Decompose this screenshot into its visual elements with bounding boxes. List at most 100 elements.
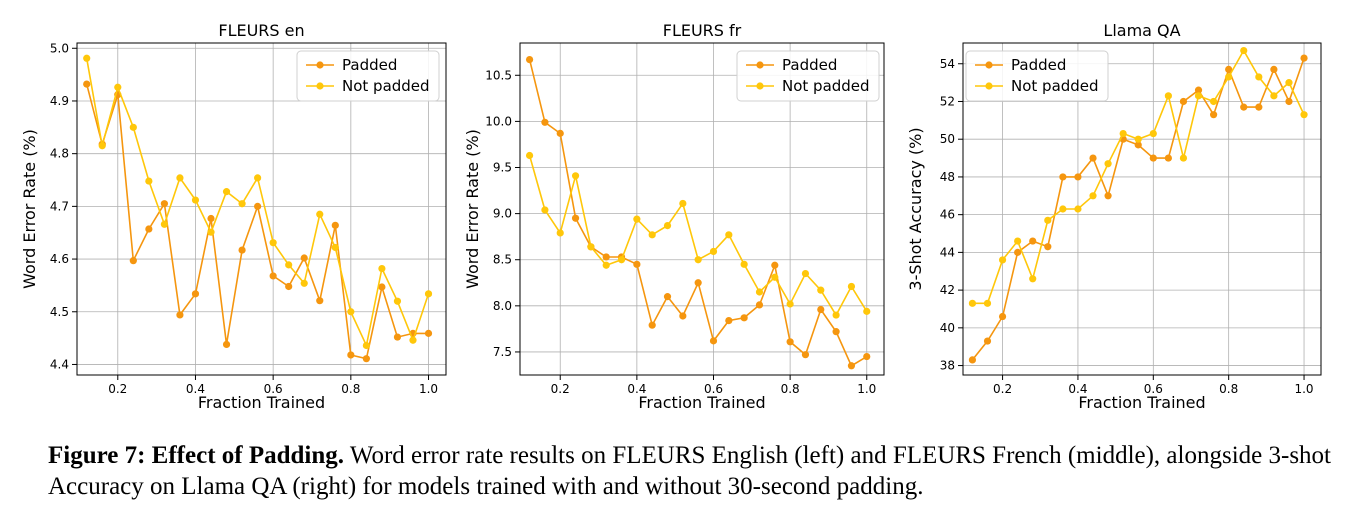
y-tick-label: 38: [940, 359, 955, 373]
data-point-not-padded: [541, 206, 549, 214]
y-tick-label: 9.5: [493, 161, 512, 175]
data-point-padded: [1074, 173, 1082, 181]
data-point-padded: [1164, 154, 1172, 162]
legend-marker-padded: [985, 61, 993, 69]
data-point-not-padded: [378, 264, 386, 273]
data-point-not-padded: [602, 261, 610, 269]
series-line-not-padded: [528, 155, 868, 317]
data-point-padded: [160, 200, 168, 208]
data-point-not-padded: [709, 247, 718, 256]
caption-label: Figure 7: Effect of Padding.: [48, 442, 345, 469]
data-point-padded: [740, 314, 748, 322]
data-point-padded: [679, 312, 687, 320]
data-point-not-padded: [1074, 205, 1082, 213]
data-point-padded: [847, 362, 856, 370]
legend-box: [736, 50, 880, 102]
data-point-padded: [633, 260, 641, 268]
data-point-not-padded: [409, 336, 417, 344]
data-point-not-padded: [983, 299, 992, 307]
y-tick-label: 10.0: [485, 114, 512, 128]
data-point-padded: [254, 202, 262, 210]
data-point-padded: [1059, 173, 1067, 181]
data-point-padded: [1029, 237, 1037, 245]
x-tick-label: 0.4: [1068, 382, 1087, 396]
data-point-padded: [694, 279, 702, 287]
y-tick-label: 7.5: [493, 345, 512, 359]
data-point-not-padded: [832, 311, 840, 319]
data-point-padded: [525, 56, 534, 64]
data-point-not-padded: [1194, 92, 1203, 100]
figure-caption: Figure 7: Effect of Padding. Word error …: [48, 440, 1338, 502]
x-tick-label: 0.6: [704, 382, 723, 396]
x-tick-label: 0.2: [993, 382, 1012, 396]
y-tick-label: 10.5: [485, 68, 512, 82]
data-point-padded: [571, 214, 580, 222]
data-point-padded: [541, 118, 549, 126]
plot-frame: [76, 42, 447, 376]
data-point-not-padded: [1044, 216, 1052, 224]
data-point-padded: [285, 282, 293, 291]
y-tick-label: 54: [940, 57, 955, 71]
data-point-not-padded: [998, 256, 1007, 264]
data-point-not-padded: [1240, 46, 1248, 55]
legend: Padded Not padded: [296, 50, 440, 102]
data-point-padded: [1300, 54, 1308, 62]
data-point-not-padded: [968, 299, 977, 307]
data-point-padded: [1194, 86, 1203, 94]
x-tick-label: 0.8: [1219, 382, 1238, 396]
series-line-padded: [85, 83, 429, 360]
x-tick-label: 0.2: [551, 382, 570, 396]
data-point-not-padded: [393, 297, 402, 305]
y-tick-label: 4.5: [50, 305, 69, 319]
data-point-not-padded: [525, 151, 534, 160]
data-point-padded: [145, 225, 153, 233]
caption-text: Word error rate results on FLEURS Englis…: [48, 442, 1331, 500]
data-point-not-padded: [1164, 92, 1172, 100]
data-point-not-padded: [633, 215, 641, 223]
data-point-not-padded: [160, 220, 168, 228]
data-point-padded: [393, 333, 402, 341]
data-point-not-padded: [269, 239, 277, 247]
figure: 0.2 0.4 0.6 0.8 1.0 4.4 4.5 4.6 4.7 4.8 4.9 5.0 FLEU…: [20, 21, 1322, 412]
data-point-padded: [998, 312, 1007, 321]
data-point-not-padded: [817, 286, 825, 294]
legend-label-padded: Padded: [342, 56, 397, 74]
data-point-padded: [801, 351, 810, 359]
chart-title: FLEURS fr: [663, 21, 742, 40]
x-tick-label: 0.6: [264, 382, 283, 396]
data-point-padded: [725, 316, 733, 325]
data-point-not-padded: [191, 196, 200, 204]
data-point-padded: [817, 305, 825, 314]
y-tick-label: 50: [940, 132, 955, 146]
data-point-not-padded: [1134, 135, 1142, 143]
data-point-padded: [424, 329, 433, 337]
data-point-padded: [968, 356, 977, 364]
y-tick-label: 40: [940, 321, 955, 335]
chart-fleurs-fr: 0.2 0.4 0.6 0.8 1.0 7.5 8.0 8.5 9.0 9.5 10.0 10.5 FL…: [463, 21, 885, 412]
data-point-not-padded: [176, 174, 184, 182]
data-point-not-padded: [238, 200, 246, 208]
chart-title: FLEURS en: [218, 21, 304, 40]
data-point-padded: [362, 355, 370, 363]
y-tick-label: 9.0: [493, 207, 512, 221]
data-point-padded: [1089, 154, 1097, 162]
x-tick-label: 1.0: [1294, 382, 1313, 396]
data-point-padded: [1210, 111, 1218, 119]
x-tick-label: 1.0: [419, 382, 438, 396]
plot-frame: [519, 42, 885, 376]
data-point-not-padded: [98, 142, 106, 150]
data-point-not-padded: [1149, 129, 1157, 138]
data-point-padded: [1044, 243, 1052, 251]
data-point-not-padded: [587, 243, 595, 251]
data-point-padded: [316, 297, 324, 305]
data-point-padded: [1255, 103, 1263, 111]
data-point-padded: [1240, 103, 1248, 111]
data-point-padded: [300, 254, 308, 262]
y-tick-label: 42: [940, 283, 955, 297]
legend-box: [965, 50, 1109, 102]
data-point-not-padded: [254, 174, 262, 182]
legend-marker-padded: [316, 61, 324, 69]
x-tick-label: 1.0: [857, 382, 876, 396]
data-point-padded: [786, 338, 794, 346]
data-point-not-padded: [786, 300, 794, 308]
